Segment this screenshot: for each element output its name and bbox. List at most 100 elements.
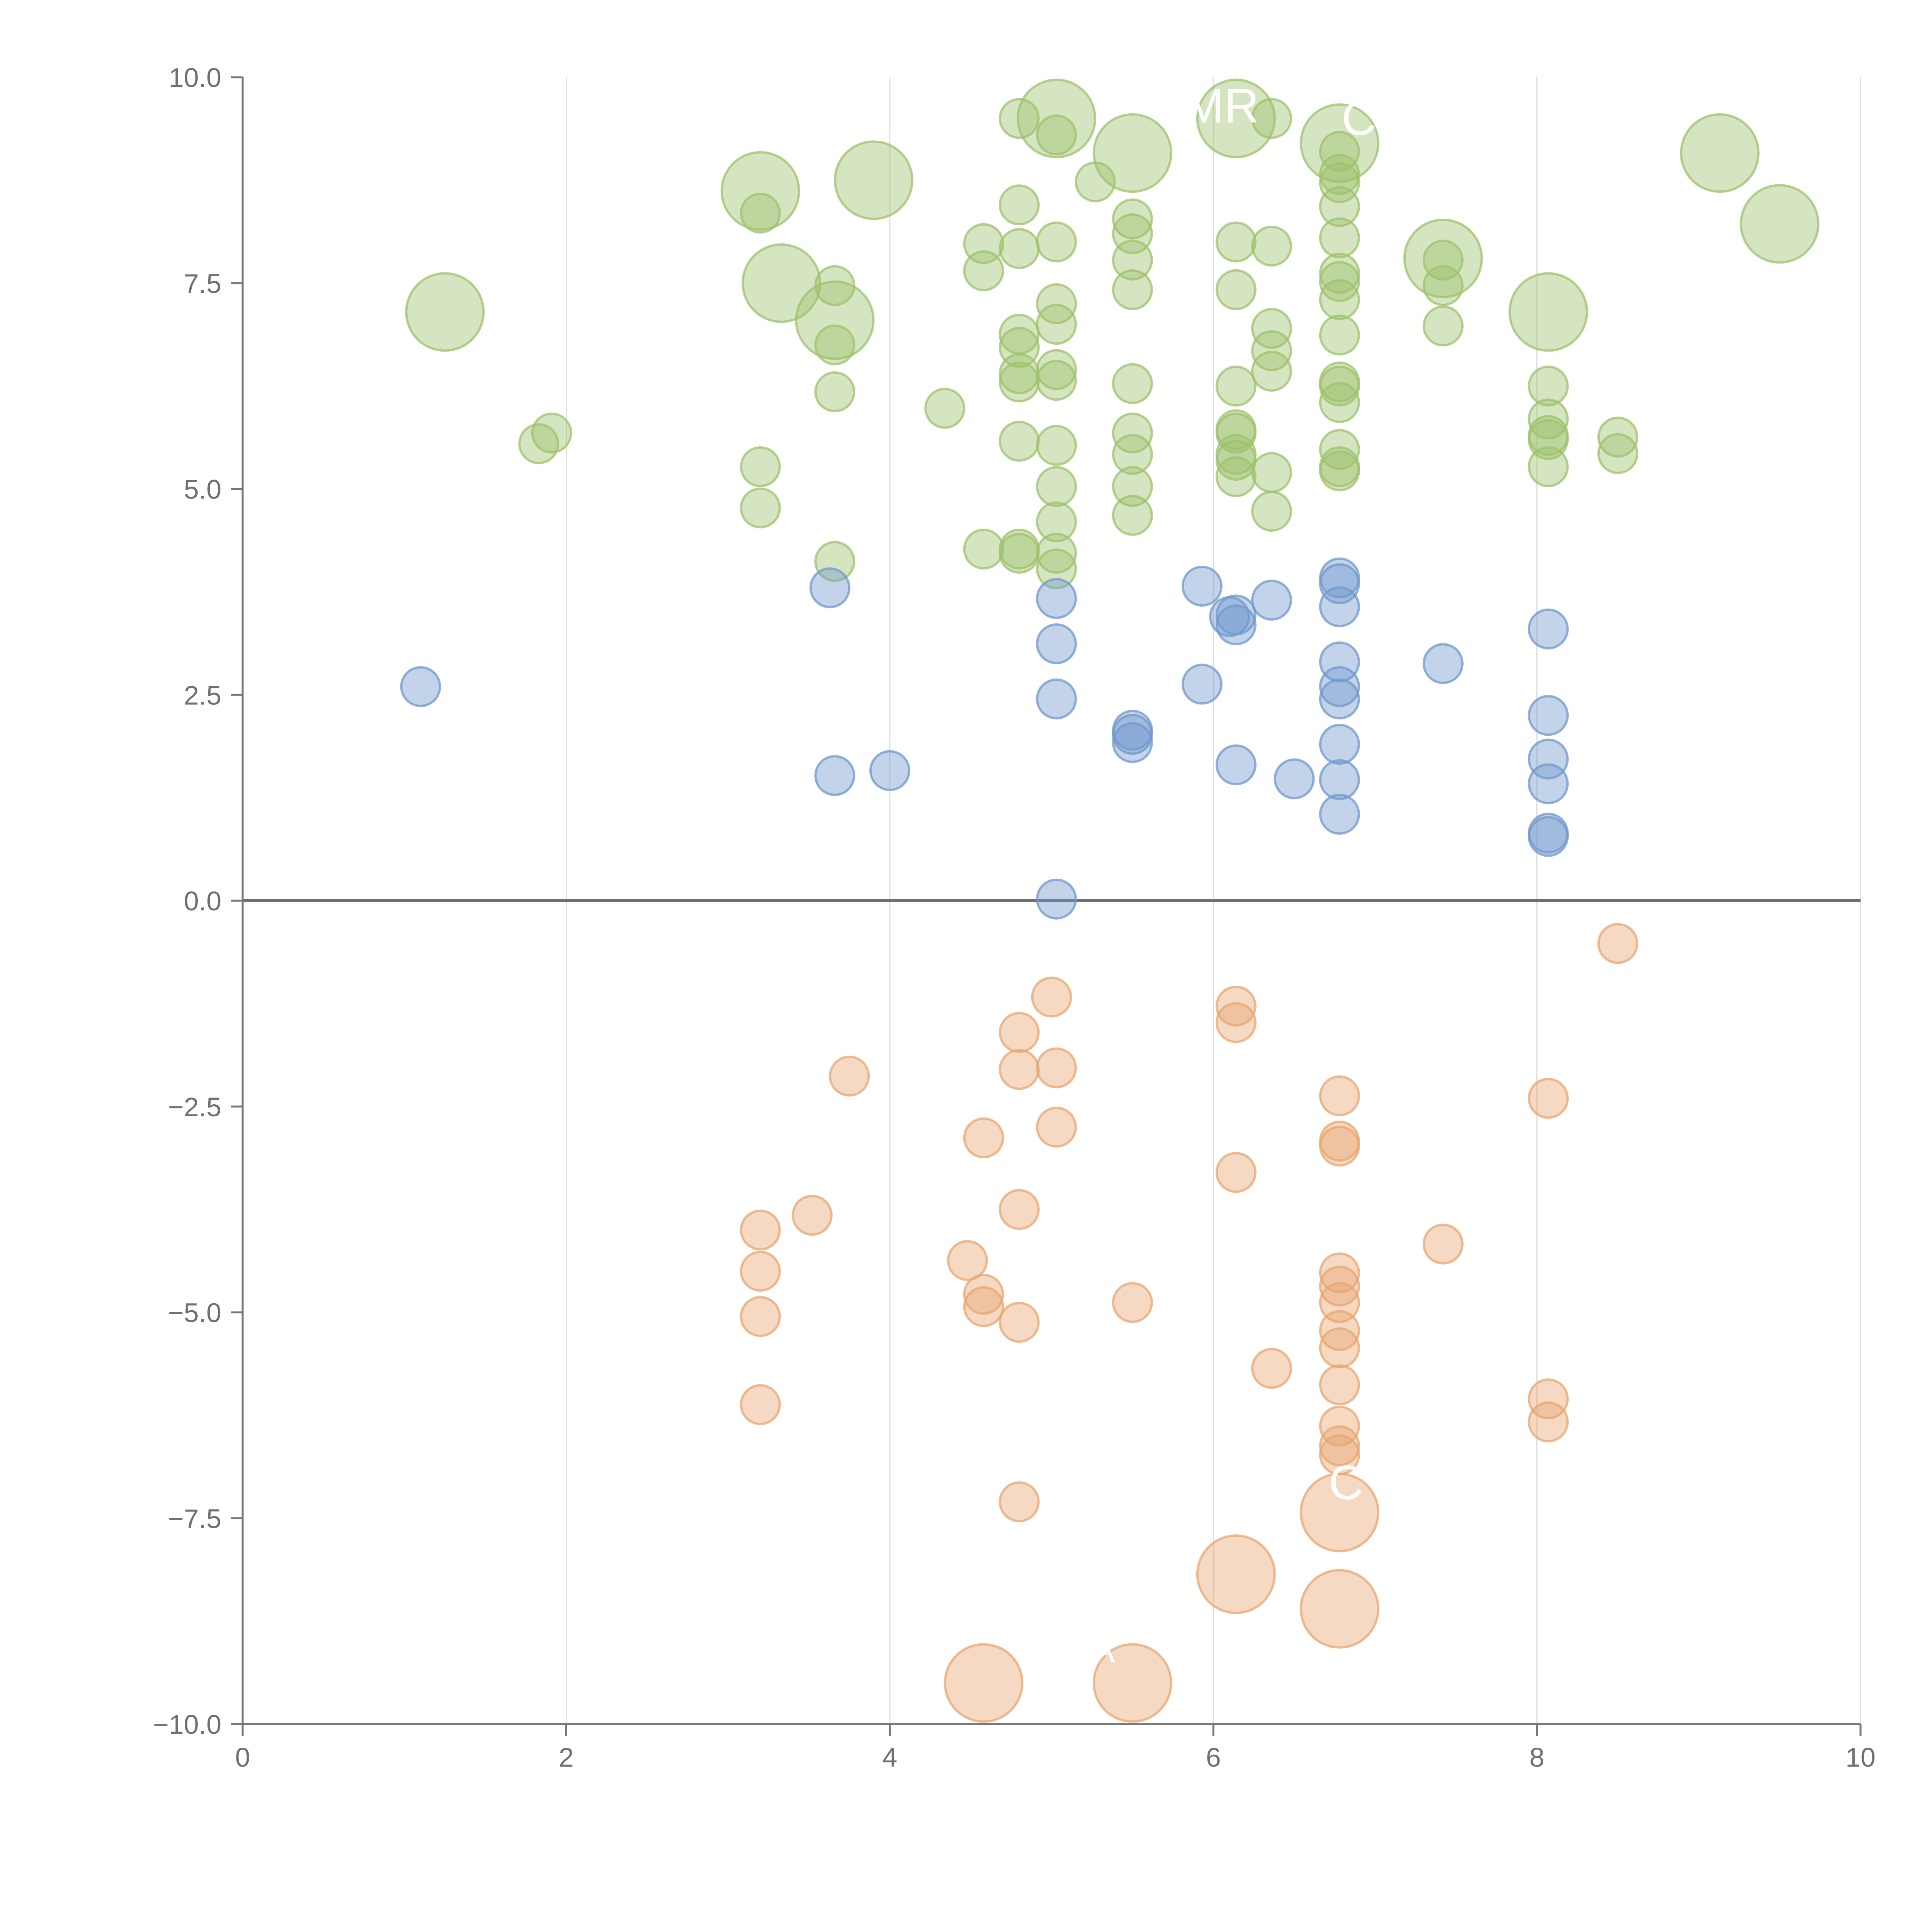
bubble-series-0: [1036, 114, 1077, 156]
bubble-series-2: [1215, 1152, 1257, 1193]
bubble-series-1: [1036, 678, 1077, 719]
bubble-series-0: [1036, 349, 1077, 390]
bubble-series-0: [814, 265, 855, 306]
bubble-series-0: [1036, 221, 1077, 263]
bubble-series-0: [1508, 272, 1588, 352]
bubble-series-0: [1196, 78, 1276, 158]
bubble-series-2: [963, 1286, 1004, 1327]
bubble-series-0: [1251, 350, 1292, 392]
bubble-series-1: [1215, 604, 1257, 646]
bubble-series-0: [1251, 491, 1292, 532]
y-tick-label: 5.0: [184, 474, 221, 505]
y-tick-label: 0.0: [184, 886, 221, 916]
bubble-series-1: [1422, 643, 1464, 684]
bubble-series-1: [1036, 878, 1077, 920]
bubble-series-0: [1112, 412, 1153, 454]
bubble-series-2: [1319, 1364, 1360, 1406]
bubble-series-2: [1319, 1075, 1360, 1117]
x-tick-label: 8: [1529, 1742, 1544, 1772]
x-tick-label: 6: [1206, 1742, 1221, 1772]
bubble-series-0: [1075, 161, 1116, 202]
bubble-series-1: [1527, 608, 1569, 650]
bubble-series-0: [1680, 113, 1760, 193]
bubble-series-2: [1319, 1327, 1360, 1369]
bubble-series-0: [998, 228, 1040, 269]
bubble-series-0: [1112, 466, 1153, 507]
bubble-series-2: [1036, 1107, 1077, 1148]
bubble-series-1: [1319, 724, 1360, 765]
bubble-series-0: [1036, 283, 1077, 325]
bubble-series-0: [963, 250, 1004, 291]
bubble-series-0: [1319, 279, 1360, 320]
bubble-series-2: [1527, 1401, 1569, 1442]
data-points: [400, 78, 1820, 1723]
bubble-series-2: [1031, 976, 1072, 1018]
bubble-series-0: [1319, 450, 1360, 492]
bubble-series-0: [833, 140, 913, 220]
bubble-series-2: [740, 1209, 781, 1251]
bubble-series-2: [740, 1384, 781, 1425]
bubble-series-0: [1319, 217, 1360, 259]
bubble-series-0: [1036, 304, 1077, 345]
point-label: C: [1151, 77, 1185, 131]
bubble-series-1: [1527, 763, 1569, 804]
bubble-series-2: [963, 1117, 1004, 1158]
bubble-series-0: [1036, 425, 1077, 466]
bubble-series-0: [1112, 198, 1153, 240]
bubble-series-1: [1319, 759, 1360, 800]
bubble-series-2: [1112, 1282, 1153, 1323]
bubble-series-0: [1251, 98, 1292, 139]
y-tick-label: 2.5: [184, 680, 221, 710]
bubble-series-0: [1112, 269, 1153, 310]
bubble-series-0: [1319, 186, 1360, 227]
x-tick-label: 4: [882, 1742, 897, 1772]
bubble-series-0: [1036, 532, 1077, 574]
bubble-series-1: [1319, 794, 1360, 835]
bubble-series-0: [1251, 225, 1292, 267]
bubble-series-1: [1036, 578, 1077, 619]
bubble-series-0: [924, 388, 966, 429]
bubble-series-1: [1319, 586, 1360, 628]
bubble-series-1: [1527, 738, 1569, 780]
bubble-series-0: [1319, 382, 1360, 423]
y-tick-label: −10.0: [153, 1709, 221, 1740]
bubble-series-2: [1319, 1126, 1360, 1167]
bubble-series-0: [1319, 162, 1360, 203]
bubble-series-2: [1092, 1643, 1172, 1723]
bubble-series-2: [1251, 1348, 1292, 1389]
bubble-series-0: [1215, 221, 1257, 263]
bubble-series-1: [1181, 663, 1223, 705]
bubble-series-0: [998, 532, 1040, 574]
bubble-series-1: [1112, 722, 1153, 763]
bubble-series-2: [1215, 985, 1257, 1027]
bubble-series-0: [1251, 452, 1292, 493]
bubble-series-0: [1422, 265, 1464, 306]
bubble-series-2: [1299, 1569, 1379, 1649]
bubble-series-2: [944, 1643, 1024, 1723]
bubble-series-2: [1319, 1425, 1360, 1466]
bubble-series-2: [998, 1189, 1040, 1230]
bubble-series-1: [869, 750, 910, 791]
bubble-series-1: [1527, 816, 1569, 857]
bubble-series-1: [1215, 594, 1257, 636]
bubble-series-0: [1036, 501, 1077, 543]
bubble-series-0: [1527, 366, 1569, 407]
bubble-series-0: [1112, 240, 1153, 281]
y-tick-label: −5.0: [168, 1298, 221, 1328]
bubble-series-0: [998, 184, 1040, 226]
bubble-series-2: [1527, 1078, 1569, 1119]
bubble-series-2: [947, 1240, 988, 1281]
bubble-series-1: [1251, 580, 1292, 621]
bubble-series-2: [740, 1250, 781, 1292]
axes: 0 2 4 6 8 10 −10.0 −7.5 −5.0 −2.5 0.0 2.5 5.0 7.5 10.0: [153, 63, 1876, 1772]
bubble-series-2: [1422, 1223, 1464, 1265]
bubble-series-0: [814, 324, 855, 366]
bubble-series-0: [1319, 315, 1360, 356]
bubble-series-0: [1422, 305, 1464, 347]
bubble-series-0: [1597, 417, 1638, 458]
bubble-series-2: [1319, 1434, 1360, 1476]
bubble-series-0: [1527, 398, 1569, 440]
x-tick-label: 2: [559, 1742, 574, 1772]
bubble-series-0: [814, 541, 855, 582]
